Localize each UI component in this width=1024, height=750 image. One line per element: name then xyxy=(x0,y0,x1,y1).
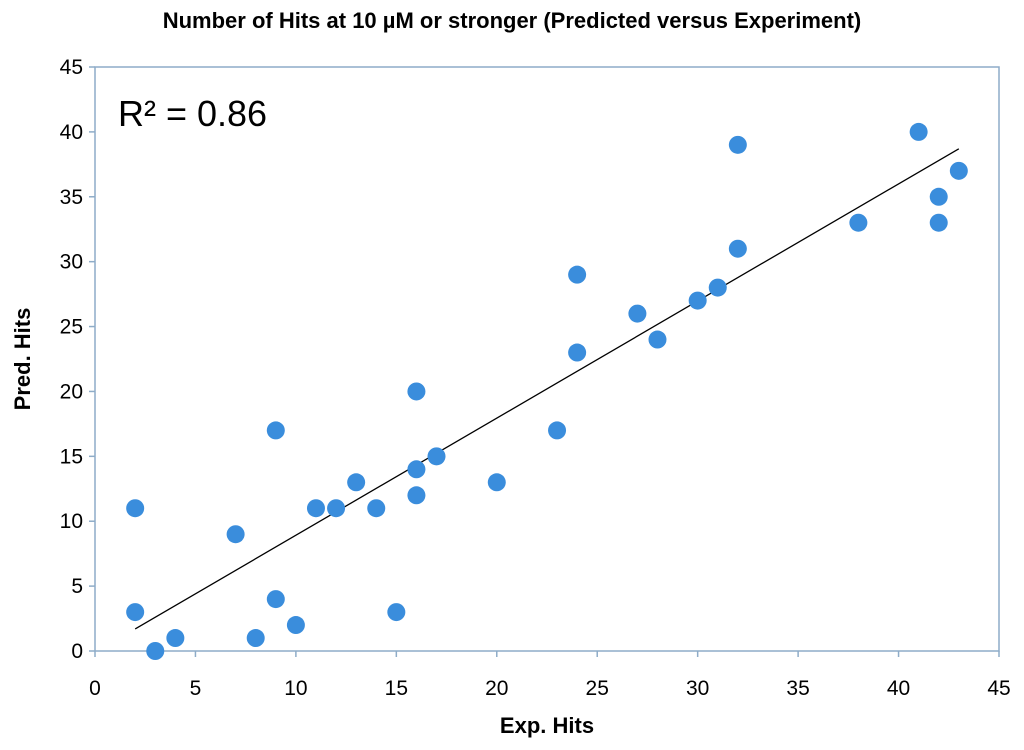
y-axis: 0 5 10 15 20 25 30 35 40 45 xyxy=(60,56,95,663)
trendline xyxy=(134,148,960,630)
data-point xyxy=(929,187,948,206)
x-axis: 0 5 10 15 20 25 30 35 40 45 xyxy=(89,651,1011,700)
y-tick-label: 35 xyxy=(60,186,83,209)
points-layer xyxy=(126,122,968,660)
data-point xyxy=(909,122,928,141)
y-tick-label: 25 xyxy=(60,316,83,339)
data-point xyxy=(166,629,185,648)
data-point xyxy=(849,213,868,232)
y-tick-label: 5 xyxy=(71,575,83,598)
data-point xyxy=(407,382,426,401)
data-point xyxy=(648,330,667,349)
data-point xyxy=(728,135,747,154)
x-tick-label: 0 xyxy=(89,677,101,700)
data-point xyxy=(949,161,968,180)
data-point xyxy=(568,343,587,362)
data-point xyxy=(929,213,948,232)
data-point xyxy=(688,291,707,310)
x-tick-label: 5 xyxy=(190,677,202,700)
x-tick-label: 40 xyxy=(887,677,910,700)
data-point xyxy=(548,421,567,440)
plot-area-border xyxy=(94,66,1000,652)
x-axis-label: Exp. Hits xyxy=(500,713,594,738)
chart-title: Number of Hits at 10 µM or stronger (Pre… xyxy=(162,8,862,33)
trendline-layer xyxy=(134,148,960,630)
data-point xyxy=(327,499,346,518)
x-tick-label: 35 xyxy=(786,677,809,700)
x-tick-label: 45 xyxy=(987,677,1010,700)
data-point xyxy=(628,304,647,323)
data-point xyxy=(708,278,727,297)
data-point xyxy=(387,603,406,622)
data-point xyxy=(126,603,145,622)
data-point xyxy=(126,499,145,518)
x-tick-label: 20 xyxy=(485,677,508,700)
data-point xyxy=(347,473,366,492)
data-point xyxy=(146,642,165,660)
y-axis-label: Pred. Hits xyxy=(10,308,35,411)
y-tick-label: 0 xyxy=(71,640,83,663)
data-point xyxy=(407,486,426,505)
data-point xyxy=(266,590,285,609)
x-tick-label: 15 xyxy=(385,677,408,700)
y-tick-label: 15 xyxy=(60,445,83,468)
y-tick-label: 30 xyxy=(60,251,83,274)
data-point xyxy=(568,265,587,284)
data-point xyxy=(306,499,325,518)
data-point xyxy=(286,616,305,635)
data-point xyxy=(728,239,747,258)
x-tick-label: 25 xyxy=(586,677,609,700)
data-point xyxy=(487,473,506,492)
data-point xyxy=(266,421,285,440)
x-tick-label: 10 xyxy=(284,677,307,700)
r-squared-annotation: R² = 0.86 xyxy=(118,93,267,134)
data-point xyxy=(246,629,265,648)
y-tick-label: 45 xyxy=(60,56,83,79)
y-tick-label: 40 xyxy=(60,121,83,144)
data-point xyxy=(367,499,386,518)
data-point xyxy=(407,460,426,479)
x-tick-label: 30 xyxy=(686,677,709,700)
data-point xyxy=(226,525,245,544)
data-point xyxy=(427,447,446,466)
y-tick-label: 10 xyxy=(60,510,83,533)
y-tick-label: 20 xyxy=(60,380,83,403)
